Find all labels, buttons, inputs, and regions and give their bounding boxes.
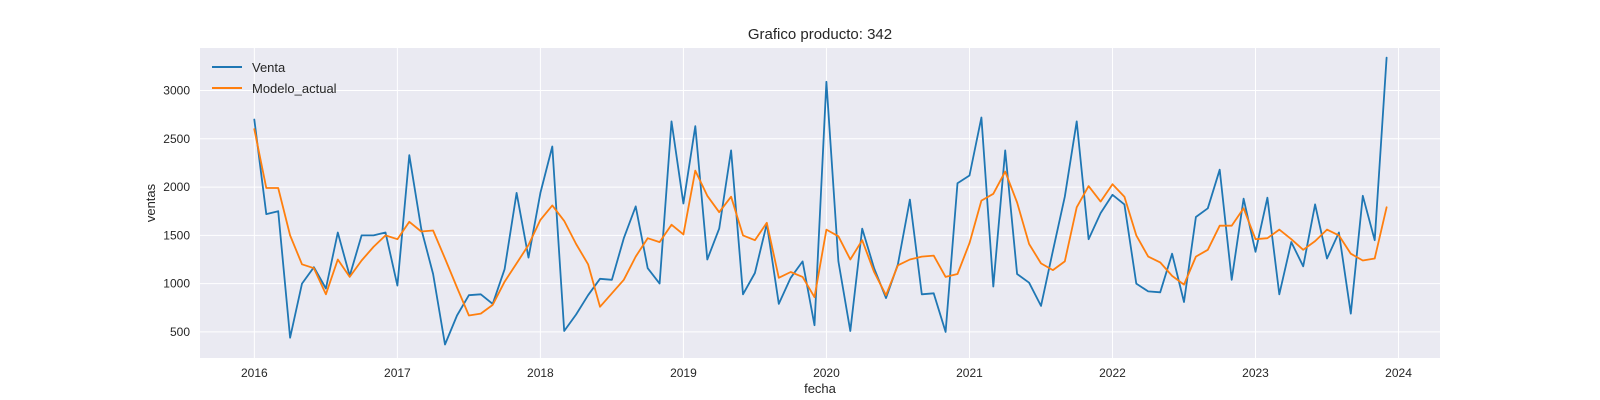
grid [200, 48, 1440, 358]
x-tick-label: 2020 [813, 366, 840, 380]
chart-title: Grafico producto: 342 [748, 26, 892, 43]
y-axis: 500 1000 1500 2000 2500 3000 [163, 83, 190, 338]
y-tick-label: 3000 [163, 83, 190, 97]
y-tick-label: 1500 [163, 228, 190, 242]
x-tick-label: 2024 [1385, 366, 1412, 380]
y-tick-label: 1000 [163, 277, 190, 291]
x-tick-label: 2023 [1242, 366, 1269, 380]
x-tick-label: 2019 [670, 366, 697, 380]
x-tick-label: 2018 [527, 366, 554, 380]
series-layer [253, 56, 1388, 346]
legend-label: Modelo_actual [252, 81, 337, 96]
x-axis: 2016 2017 2018 2019 2020 2021 2022 2023 2024 [241, 366, 1412, 380]
y-tick-label: 500 [170, 325, 190, 339]
legend-label: Venta [252, 60, 286, 75]
x-tick-label: 2021 [956, 366, 983, 380]
legend: Venta Modelo_actual [212, 60, 337, 96]
y-tick-label: 2000 [163, 180, 190, 194]
series-line-venta [253, 56, 1388, 346]
x-axis-label: fecha [804, 381, 837, 396]
series-line-modelo-actual [253, 128, 1388, 317]
y-tick-label: 2500 [163, 132, 190, 146]
x-tick-label: 2022 [1099, 366, 1126, 380]
x-tick-label: 2016 [241, 366, 268, 380]
y-axis-label: ventas [143, 183, 158, 222]
x-tick-label: 2017 [384, 366, 411, 380]
